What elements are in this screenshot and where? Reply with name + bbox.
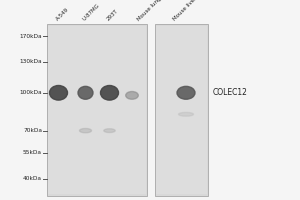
Ellipse shape [50,85,68,100]
Text: 100kDa: 100kDa [20,90,42,95]
Text: 130kDa: 130kDa [20,59,42,64]
Ellipse shape [104,129,115,133]
Text: COLEC12: COLEC12 [213,88,248,97]
Ellipse shape [80,128,92,133]
Bar [46,24,147,196]
Text: 70kDa: 70kDa [23,128,42,133]
Ellipse shape [100,85,118,100]
Text: Mouse liver: Mouse liver [172,0,198,22]
Ellipse shape [178,112,194,116]
Text: U-87MG: U-87MG [82,3,101,22]
Text: A-549: A-549 [55,7,70,22]
Text: 293T: 293T [106,9,119,22]
Ellipse shape [177,86,195,99]
Text: 170kDa: 170kDa [20,34,42,39]
Bar [48,26,146,194]
Ellipse shape [126,92,138,99]
Bar [154,24,208,196]
Bar [156,26,207,194]
Text: 40kDa: 40kDa [23,176,42,181]
Text: Mouse lung: Mouse lung [136,0,162,22]
Text: 55kDa: 55kDa [23,150,42,156]
Ellipse shape [78,86,93,99]
